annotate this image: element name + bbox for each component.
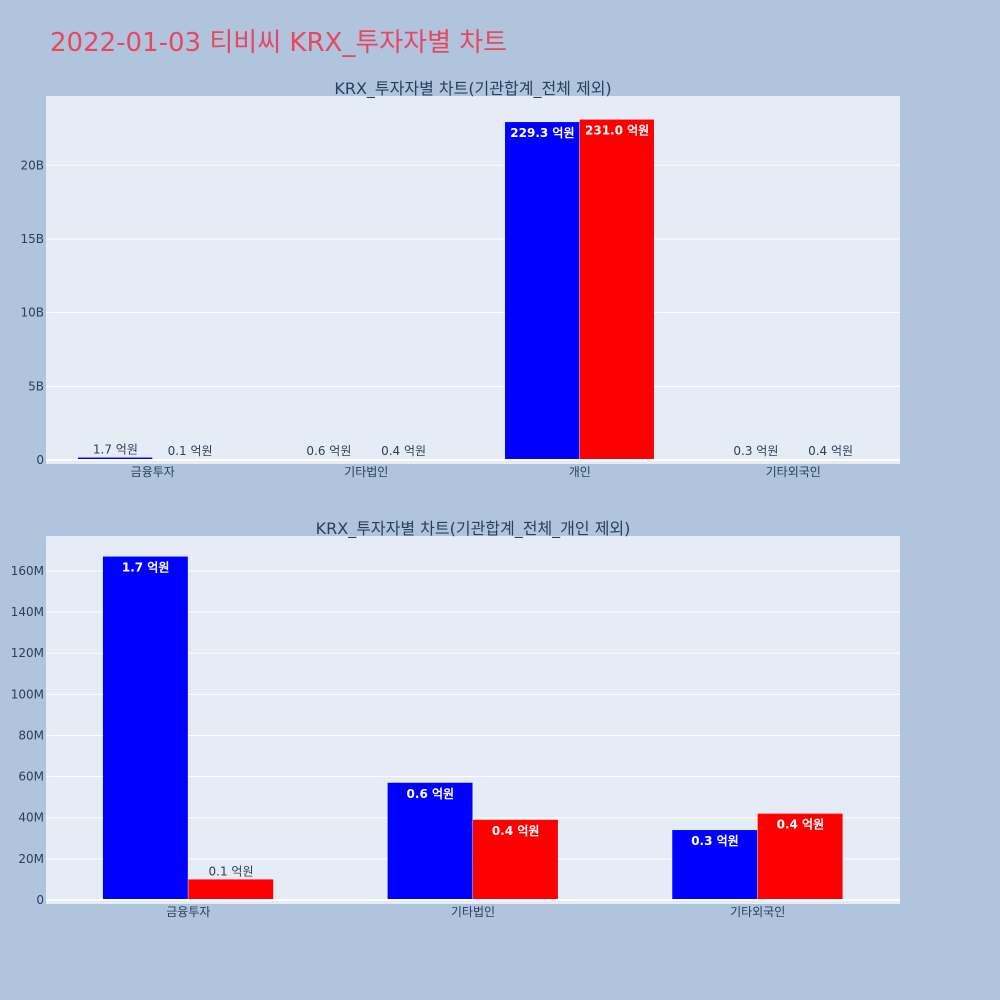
data-label: 0.4 억원 [808, 444, 853, 458]
y-tick-label: 80M [18, 728, 44, 742]
y-tick-label: 160M [11, 564, 44, 578]
y-tick-label: 20B [20, 158, 44, 172]
y-tick-label: 100M [11, 687, 44, 701]
data-label: 0.6 억원 [407, 787, 455, 801]
data-label: 0.4 억원 [381, 444, 426, 458]
bar [473, 819, 558, 900]
x-tick-label: 금융투자 [166, 905, 210, 919]
data-label: 229.3 억원 [510, 126, 574, 140]
plot-area [46, 96, 900, 464]
x-tick-label: 개인 [569, 465, 591, 479]
data-label: 0.4 억원 [492, 824, 540, 838]
x-tick-label: 기타법인 [344, 465, 388, 479]
data-label: 0.1 억원 [209, 864, 254, 878]
bar [78, 457, 153, 460]
subplot-title: KRX_투자자별 차트(기관합계_전체 제외) [334, 79, 611, 99]
subplot-title: KRX_투자자별 차트(기관합계_전체_개인 제외) [316, 519, 631, 539]
x-tick-label: 기타법인 [451, 905, 495, 919]
y-tick-label: 20M [18, 852, 44, 866]
x-tick-label: 기타외국인 [766, 465, 821, 479]
investor-bar-chart-1: KRX_투자자별 차트(기관합계_전체 제외) 0 5B 10B 15B 20B 1.7 억… [20, 79, 900, 479]
data-label: 0.6 억원 [306, 444, 351, 458]
y-tick-label: 10B [20, 306, 44, 320]
data-label: 1.7 억원 [122, 561, 170, 575]
bar [387, 782, 473, 900]
y-tick-label: 5B [28, 379, 44, 393]
data-label: 0.3 억원 [691, 834, 739, 848]
data-label: 231.0 억원 [585, 124, 649, 138]
x-tick-label: 기타외국인 [730, 905, 785, 919]
data-label: 0.3 억원 [733, 444, 778, 458]
data-label: 0.4 억원 [777, 818, 825, 832]
y-tick-label: 40M [18, 811, 44, 825]
y-tick-label: 140M [11, 605, 44, 619]
x-tick-label: 금융투자 [131, 465, 175, 479]
bar [672, 830, 758, 900]
bar [188, 879, 274, 900]
data-label: 0.1 억원 [168, 444, 213, 458]
bar [579, 119, 654, 460]
data-label: 1.7 억원 [93, 443, 138, 457]
y-tick-label: 0 [36, 453, 44, 467]
bar [757, 813, 843, 900]
y-tick-label: 120M [11, 646, 44, 660]
bar [505, 122, 580, 460]
page-title: 2022-01-03 티비씨 KRX_투자자별 차트 [50, 28, 508, 58]
y-tick-label: 60M [18, 770, 44, 784]
y-tick-label: 0 [36, 893, 44, 907]
bar [102, 556, 188, 900]
investor-bar-chart-2: KRX_투자자별 차트(기관합계_전체_개인 제외) 0 20M 40M 60M 80M 1… [11, 519, 900, 919]
y-tick-label: 15B [20, 232, 44, 246]
